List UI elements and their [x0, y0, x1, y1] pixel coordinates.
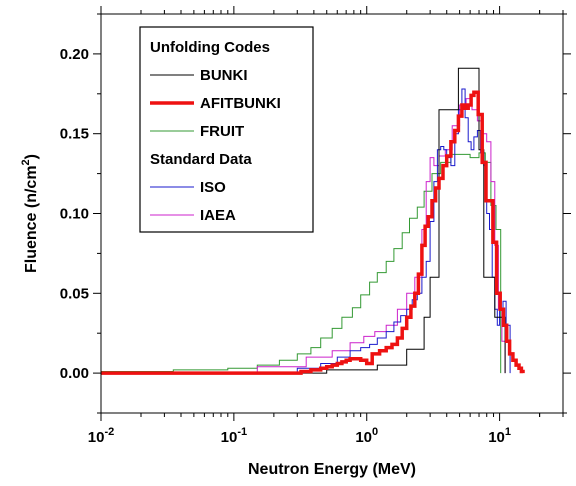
y-axis-title: Fluence (n/cm2) — [20, 154, 40, 273]
series-line-afitbunki — [101, 90, 525, 375]
x-tick-label: 101 — [488, 426, 511, 446]
series-line-iso — [101, 88, 511, 374]
series-line-bunki — [101, 67, 506, 374]
legend: Unfolding Codes BUNKI AFITBUNKI FRUIT Standa… — [139, 26, 314, 233]
series-layer — [101, 67, 525, 375]
ticks-layer: 10-2 10-1 100 101 0.00 0.05 0.10 0.15 0.20 — [60, 6, 571, 446]
y-axis-title-superscript: 2 — [20, 159, 32, 165]
y-tick-label: 0.15 — [60, 126, 89, 143]
legend-label-afitbunki: AFITBUNKI — [200, 95, 281, 112]
x-axis-title: Neutron Energy (MeV) — [248, 461, 416, 478]
y-axis-title-main: Fluence (n/cm — [23, 165, 40, 273]
legend-label-fruit: FRUIT — [200, 123, 244, 140]
series-line-iaea — [101, 98, 506, 374]
legend-header: Standard Data — [150, 151, 252, 168]
y-axis-title-close: ) — [23, 154, 40, 159]
x-tick-label: 100 — [355, 426, 378, 446]
y-tick-label: 0.00 — [60, 365, 89, 382]
legend-label-iaea: IAEA — [200, 207, 236, 224]
legend-label-bunki: BUNKI — [200, 67, 248, 84]
y-tick-label: 0.05 — [60, 285, 89, 302]
legend-box — [139, 26, 314, 233]
x-tick-label: 10-1 — [221, 426, 247, 446]
x-tick-label: 10-2 — [88, 426, 114, 446]
legend-header: Unfolding Codes — [150, 39, 270, 56]
y-tick-label: 0.10 — [60, 206, 89, 223]
series-line-fruit — [101, 152, 502, 374]
y-tick-label: 0.20 — [60, 46, 89, 63]
legend-label-iso: ISO — [200, 179, 226, 196]
